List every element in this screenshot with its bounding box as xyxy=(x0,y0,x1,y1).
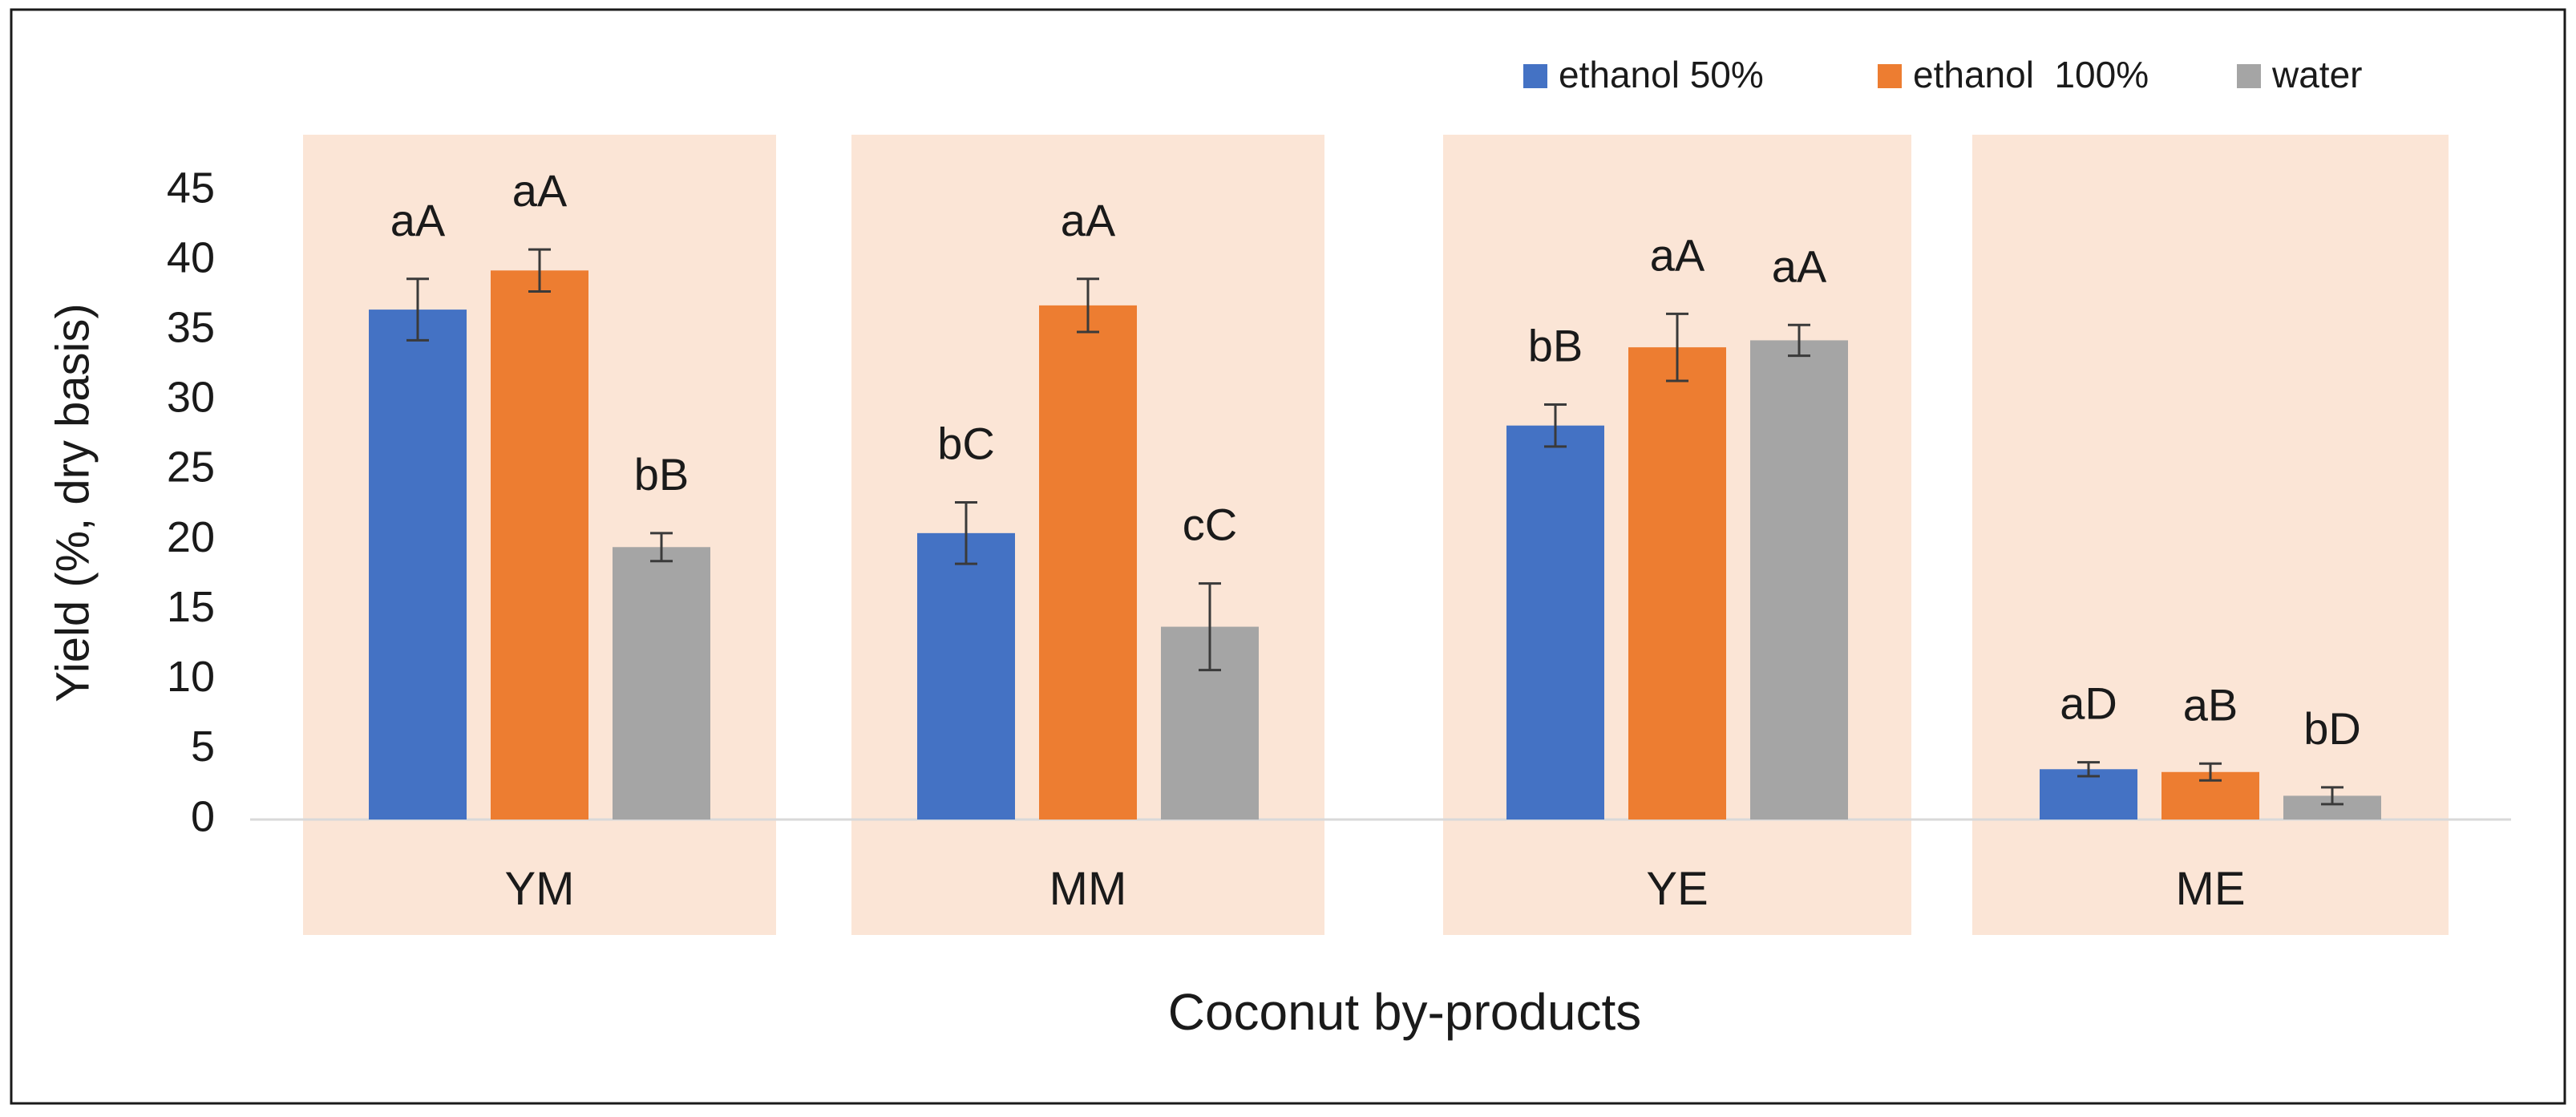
error-bar-ym-series-1 xyxy=(406,277,429,342)
error-bar-mm-series-1 xyxy=(955,501,977,565)
error-bar-ye-series-2 xyxy=(1666,312,1688,382)
x-axis-title: Coconut by-products xyxy=(1168,983,1642,1041)
bar-ym-series-3 xyxy=(613,547,710,820)
error-bar-ye-series-3 xyxy=(1788,323,1810,358)
legend: ethanol 50% ethanol 100% water xyxy=(1523,54,2362,95)
data-label: aD xyxy=(2060,678,2117,729)
error-bars xyxy=(406,248,2343,806)
error-bar-me-series-3 xyxy=(2321,786,2343,806)
bar-ye-series-2 xyxy=(1628,347,1726,820)
bar-me-series-1 xyxy=(2040,769,2137,820)
error-bar-mm-series-2 xyxy=(1077,277,1099,334)
data-label: aA xyxy=(1650,229,1705,280)
y-tick-label: 30 xyxy=(167,374,215,422)
bar-ym-series-1 xyxy=(369,310,467,820)
bar-mm-series-2 xyxy=(1039,305,1137,820)
legend-item-series-3: water xyxy=(2237,54,2362,95)
legend-label: ethanol 100% xyxy=(1913,54,2149,95)
bar-ye-series-3 xyxy=(1750,340,1848,820)
data-label: cC xyxy=(1183,500,1237,550)
data-label: bC xyxy=(937,419,995,469)
y-tick-label: 20 xyxy=(167,513,215,561)
y-tick-label: 5 xyxy=(191,722,215,771)
data-label: bB xyxy=(1528,321,1583,371)
bar-mm-series-1 xyxy=(917,532,1015,820)
data-label: aB xyxy=(2183,679,2238,730)
bar-ye-series-1 xyxy=(1506,425,1604,820)
y-axis-title: Yield (%, dry basis) xyxy=(47,303,99,702)
x-axis-categories: YM MM YE ME xyxy=(505,863,2246,915)
legend-swatch xyxy=(1523,64,1547,88)
x-tick-label: ME xyxy=(2176,863,2246,915)
y-tick-label: 10 xyxy=(167,653,215,701)
legend-label: water xyxy=(2271,54,2362,95)
x-tick-label: YE xyxy=(1646,863,1708,915)
legend-label: ethanol 50% xyxy=(1559,54,1764,95)
y-axis-ticks: 0 5 10 15 20 25 30 35 40 45 xyxy=(167,164,215,840)
data-label: aA xyxy=(512,165,568,216)
significance-labels: aA aA bB bC aA cC bB aA aA aD aB bD xyxy=(390,165,2361,754)
error-bar-ye-series-1 xyxy=(1544,403,1567,448)
y-tick-label: 15 xyxy=(167,583,215,631)
error-bar-mm-series-3 xyxy=(1199,582,1221,672)
y-tick-label: 35 xyxy=(167,303,215,351)
x-tick-label: YM xyxy=(505,863,575,915)
y-tick-label: 25 xyxy=(167,443,215,492)
bar-ym-series-2 xyxy=(491,270,588,820)
legend-swatch xyxy=(1878,64,1902,88)
legend-swatch xyxy=(2237,64,2261,88)
bars xyxy=(369,270,2381,820)
error-bar-me-series-1 xyxy=(2077,761,2100,778)
legend-item-series-1: ethanol 50% xyxy=(1523,54,1764,95)
y-tick-label: 40 xyxy=(167,233,215,281)
data-label: aA xyxy=(1772,241,1827,291)
error-bar-me-series-2 xyxy=(2199,762,2222,782)
data-label: aA xyxy=(390,195,446,245)
y-tick-label: 0 xyxy=(191,792,215,840)
data-label: aA xyxy=(1061,195,1116,245)
error-bar-ym-series-2 xyxy=(528,248,551,293)
data-label: bB xyxy=(634,449,689,500)
x-tick-label: MM xyxy=(1049,863,1127,915)
data-label: bD xyxy=(2303,703,2361,754)
error-bar-ym-series-3 xyxy=(650,532,673,563)
y-tick-label: 45 xyxy=(167,164,215,212)
legend-item-series-2: ethanol 100% xyxy=(1878,54,2149,95)
